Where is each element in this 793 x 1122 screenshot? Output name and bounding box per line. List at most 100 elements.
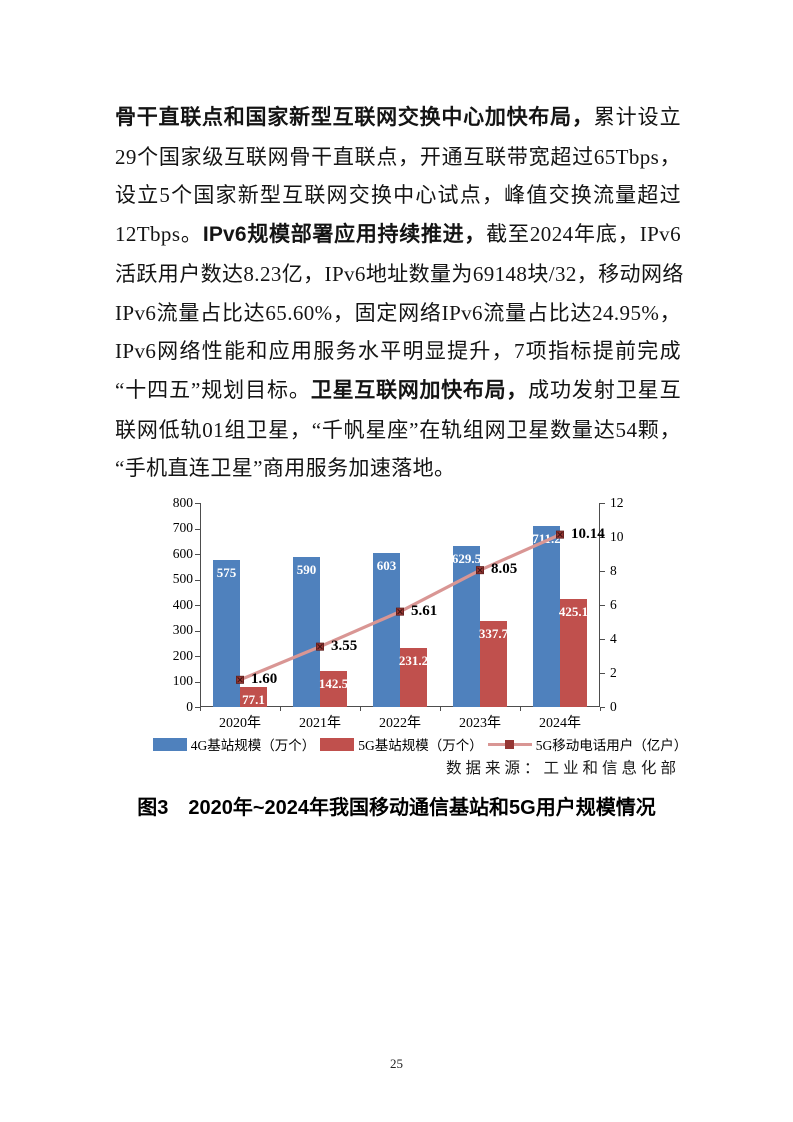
bar-4g xyxy=(373,553,400,707)
legend-item: 5G移动电话用户（亿户） xyxy=(487,734,688,754)
body-paragraph: 骨干直联点和国家新型互联网交换中心加快布局，累计设立 29个国家级互联网骨干直联点… xyxy=(115,98,683,488)
line-data-label: 3.55 xyxy=(331,637,358,654)
left-axis-tick-mark xyxy=(195,630,200,632)
line-marker-cross xyxy=(477,567,483,573)
paragraph-line: 骨干直联点和国家新型互联网交换中心加快布局，累计设立 xyxy=(115,98,681,138)
bar-4g xyxy=(213,560,240,707)
legend-line-marker xyxy=(504,739,514,749)
line-marker-cross xyxy=(317,643,323,650)
line-data-label: 1.60 xyxy=(251,670,278,687)
text-segment: 联网低轨01组卫星，“千帆星座”在轨组网卫星数量达54颗， xyxy=(115,417,681,442)
bold-text-segment: 骨干直联点和国家新型互联网交换中心加快布局， xyxy=(115,106,594,129)
line-series-5g-users xyxy=(236,530,564,684)
bar-data-label: 337.7 xyxy=(478,625,509,641)
left-axis-tick-label: 300 xyxy=(172,622,193,637)
paragraph-line: 12Tbps。IPv6规模部署应用持续推进，截至2024年底，IPv6 xyxy=(115,215,681,255)
legend-label: 5G基站规模（万个） xyxy=(358,738,483,753)
line-path xyxy=(239,533,561,682)
bar-data-label: 142.5 xyxy=(318,675,349,691)
right-axis-tick-label: 12 xyxy=(610,494,624,510)
right-axis-tick-mark xyxy=(600,571,605,573)
text-segment: IPv6网络性能和应用服务水平明显提升，7项指标提前完成 xyxy=(115,339,681,364)
left-axis-tick-mark xyxy=(195,681,200,683)
right-axis-tick-label: 6 xyxy=(610,596,617,612)
right-axis-tick-label: 2 xyxy=(610,664,617,680)
text-segment: “手机直连卫星”商用服务加速落地。 xyxy=(115,456,456,481)
left-axis-tick-label: 600 xyxy=(172,545,193,561)
paragraph-line: IPv6网络性能和应用服务水平明显提升，7项指标提前完成 xyxy=(115,332,681,371)
right-axis-tick-mark xyxy=(600,673,605,675)
paragraph-line: “十四五”规划目标。卫星互联网加快布局，成功发射卫星互 xyxy=(115,371,681,411)
paragraph-line: IPv6流量占比达65.60%，固定网络IPv6流量占比达24.95%， xyxy=(115,294,681,333)
left-axis-tick-mark xyxy=(195,656,200,658)
x-axis-category-label: 2022年 xyxy=(379,716,421,731)
right-axis-tick-mark xyxy=(600,605,605,607)
left-axis-tick-label: 0 xyxy=(186,698,193,714)
bar-data-label: 711.2 xyxy=(532,530,561,546)
right-axis-tick-label: 10 xyxy=(610,528,624,544)
x-axis-category-label: 2020年 xyxy=(219,716,261,731)
bar-5g xyxy=(240,687,267,707)
data-source-note: 数据来源：工业和信息化部 xyxy=(445,760,680,777)
bar-5g xyxy=(560,598,587,707)
right-axis-tick-mark xyxy=(600,639,605,641)
line-marker-cross xyxy=(557,531,563,538)
left-axis-tick-label: 500 xyxy=(172,571,193,586)
text-segment: 设立5个国家新型互联网交换中心试点，峰值交换流量超过 xyxy=(115,183,681,208)
line-data-label: 5.61 xyxy=(411,602,438,619)
text-segment: 成功发射卫星互 xyxy=(528,377,682,402)
text-segment: “十四五”规划目标。 xyxy=(115,377,311,402)
paragraph-line: “手机直连卫星”商用服务加速落地。 xyxy=(115,449,681,488)
right-axis-tick-label: 0 xyxy=(610,698,617,714)
right-axis-tick-label: 4 xyxy=(610,630,617,646)
page-number: 25 xyxy=(390,1056,403,1071)
left-axis-tick-label: 100 xyxy=(172,673,193,688)
left-axis-tick-label: 700 xyxy=(172,520,193,535)
left-axis-tick-label: 800 xyxy=(172,494,193,510)
paragraph-line: 设立5个国家新型互联网交换中心试点，峰值交换流量超过 xyxy=(115,176,681,215)
line-data-label: 8.05 xyxy=(491,561,518,578)
bold-text-segment: IPv6规模部署应用持续推进， xyxy=(202,223,487,247)
left-axis-tick-mark xyxy=(195,528,200,530)
left-axis-tick-mark xyxy=(195,707,200,709)
x-axis-tick-mark xyxy=(440,707,442,711)
bar-4g xyxy=(533,525,560,707)
left-axis-tick-mark xyxy=(195,554,200,556)
chart-legend: 4G基站规模（万个） 5G基站规模（万个） 5G移动电话用户（亿户） xyxy=(152,734,687,754)
paragraph-line: 联网低轨01组卫星，“千帆星座”在轨组网卫星数量达54颗， xyxy=(115,411,681,450)
legend-label: 5G移动电话用户（亿户） xyxy=(535,738,688,753)
text-segment: 累计设立 xyxy=(593,105,681,129)
bar-data-label: 231.2 xyxy=(398,653,429,669)
x-axis-tick-mark xyxy=(200,707,202,711)
text-segment: 29个国家级互联网骨干直联点，开通互联带宽超过65Tbps， xyxy=(115,144,681,169)
left-axis-tick-mark xyxy=(195,579,200,581)
text-segment: 截至2024年底，IPv6 xyxy=(486,222,681,247)
x-axis-category-label: 2024年 xyxy=(539,716,581,731)
bar-5g xyxy=(320,670,347,707)
bar-data-label: 590 xyxy=(296,561,317,577)
paragraph-line: 活跃用户数达8.23亿，IPv6地址数量为69148块/32，移动网络 xyxy=(115,255,683,294)
legend-item: 5G基站规模（万个） xyxy=(320,734,483,754)
text-segment: 12Tbps。 xyxy=(115,222,203,247)
right-axis-tick-mark xyxy=(600,537,605,539)
text-segment: IPv6流量占比达65.60%，固定网络IPv6流量占比达24.95%， xyxy=(115,300,681,325)
left-axis-tick-mark xyxy=(195,503,200,505)
legend-swatch-4g xyxy=(152,737,187,751)
bold-text-segment: 卫星互联网加快布局， xyxy=(310,378,529,402)
x-axis-tick-mark xyxy=(360,707,362,711)
bar-data-label: 575 xyxy=(216,565,237,581)
x-axis-tick-mark xyxy=(600,707,602,711)
figure-caption: 图3 2020年~2024年我国移动通信基站和5G用户规模情况 xyxy=(137,797,656,819)
bar-data-label: 77.1 xyxy=(242,692,265,708)
x-axis-tick-mark xyxy=(280,707,282,711)
right-axis-tick-mark xyxy=(600,503,605,505)
x-axis-category-label: 2021年 xyxy=(299,716,341,731)
legend-line-symbol xyxy=(487,738,532,751)
bar-5g xyxy=(480,620,507,707)
bar-5g xyxy=(400,648,427,707)
left-axis-tick-label: 200 xyxy=(172,647,193,663)
paragraph-line: 29个国家级互联网骨干直联点，开通互联带宽超过65Tbps， xyxy=(115,138,681,177)
x-axis-tick-mark xyxy=(520,707,522,711)
bar-data-label: 603 xyxy=(376,558,397,574)
